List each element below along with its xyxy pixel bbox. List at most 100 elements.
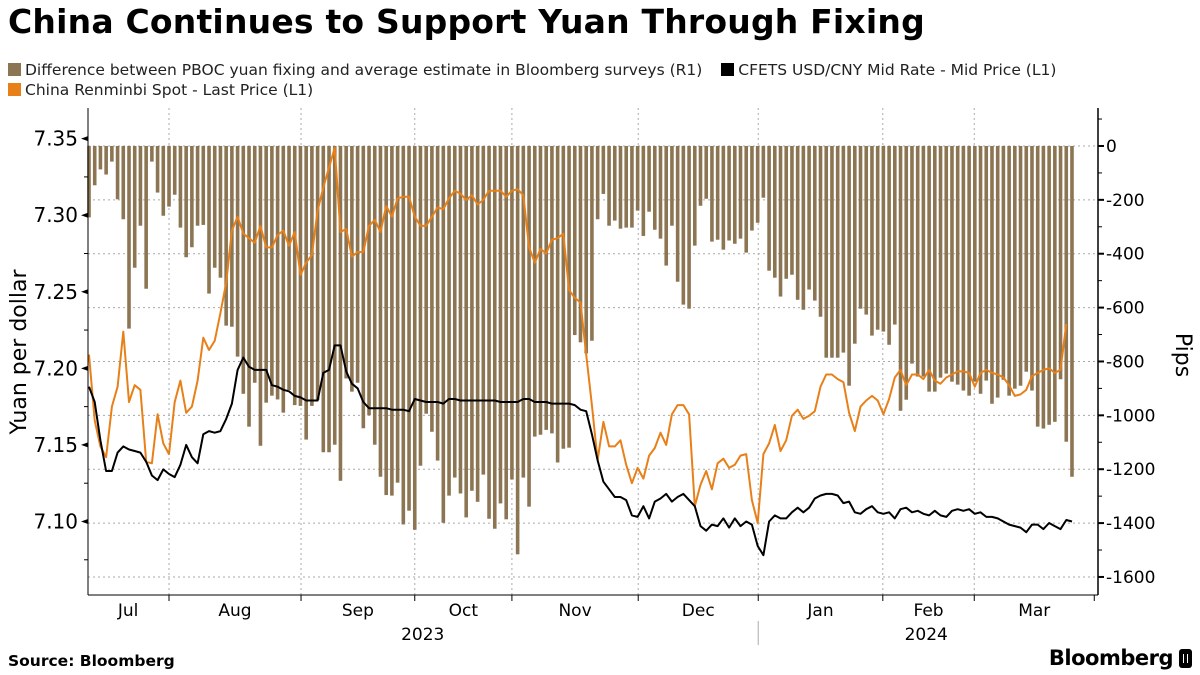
bar — [767, 145, 771, 271]
bar — [527, 145, 531, 507]
left-axis-tick-label: 7.20 — [33, 356, 78, 380]
legend: Difference between PBOC yuan fixing and … — [8, 60, 1070, 100]
bar — [870, 145, 874, 336]
bar — [292, 145, 297, 406]
bar — [104, 145, 108, 175]
line-series — [88, 146, 1073, 557]
bar — [904, 145, 909, 400]
bar — [927, 145, 931, 392]
right-axis-tick-label: -1200 — [1106, 460, 1155, 480]
bar — [372, 145, 377, 445]
bar — [121, 145, 126, 220]
bar — [281, 145, 286, 413]
x-axis-month-label: Feb — [913, 601, 943, 621]
left-axis-tick — [81, 365, 88, 371]
left-axis-tick-label: 7.35 — [33, 127, 78, 151]
bar — [515, 145, 520, 555]
bar — [235, 145, 240, 357]
bar — [321, 145, 326, 453]
bar — [304, 145, 308, 440]
bar — [498, 145, 503, 504]
bar — [921, 145, 926, 377]
bar — [898, 145, 903, 411]
bar — [452, 145, 457, 478]
bar — [561, 145, 566, 449]
x-axis-month-label: Mar — [1018, 601, 1050, 621]
bar — [807, 145, 811, 290]
bar — [218, 145, 223, 278]
bar — [195, 145, 200, 226]
bar — [470, 145, 474, 491]
bar — [853, 145, 857, 344]
x-axis-year-label: 2023 — [401, 625, 444, 645]
bar — [1001, 145, 1006, 380]
left-axis-tick-label: 7.10 — [33, 509, 78, 533]
bar — [98, 145, 103, 170]
left-axis-tick-label: 7.30 — [33, 203, 78, 227]
bar — [670, 145, 674, 226]
bar — [1007, 145, 1011, 396]
bar — [881, 145, 886, 332]
x-axis-month-label: Nov — [558, 601, 591, 621]
bar — [601, 145, 606, 194]
bar — [110, 145, 114, 162]
bar — [698, 145, 703, 206]
bar — [184, 145, 188, 258]
source-note: Source: Bloomberg — [8, 652, 175, 670]
bar — [710, 145, 714, 242]
bar — [864, 145, 869, 315]
right-axis-tick-label: -1000 — [1106, 406, 1155, 426]
bar — [801, 145, 806, 310]
bar — [795, 145, 800, 300]
bar — [984, 145, 989, 381]
bar-series-fixing-difference — [87, 145, 1074, 555]
bar — [790, 145, 794, 275]
left-axis-tick — [81, 136, 88, 142]
bar — [1047, 145, 1051, 425]
bar — [875, 145, 880, 330]
bar — [813, 145, 817, 301]
bar — [744, 145, 749, 253]
bar — [933, 145, 937, 392]
bar — [995, 145, 1000, 398]
right-axis-tick-label: -1400 — [1106, 514, 1155, 534]
bar — [475, 145, 480, 502]
bar — [132, 145, 137, 268]
bar — [298, 145, 303, 406]
bar — [435, 145, 440, 461]
bar — [835, 145, 840, 358]
bar — [978, 145, 983, 394]
bar — [1013, 145, 1017, 389]
axes: 0 -200 -400 -600 -800 -1000 -1200 -1400 -1600 7.1… — [33, 108, 1155, 645]
bar — [310, 145, 314, 406]
bar — [87, 145, 91, 218]
bar — [824, 145, 829, 358]
bar — [675, 145, 680, 282]
bar — [607, 145, 611, 226]
bar — [1035, 145, 1040, 427]
bar — [687, 145, 691, 309]
bar — [961, 145, 966, 391]
left-axis-title: Yuan per dollar — [7, 269, 32, 436]
bar — [247, 145, 251, 427]
bar — [1058, 145, 1063, 380]
bar — [755, 145, 760, 223]
bar — [390, 145, 394, 496]
bar — [572, 145, 577, 336]
bar — [161, 145, 166, 216]
bar — [544, 145, 548, 430]
bar — [350, 145, 354, 392]
bar — [612, 145, 617, 221]
bar — [270, 145, 274, 396]
x-axis-month-label: Jul — [117, 601, 139, 621]
bar — [841, 145, 846, 353]
x-axis-month-label: Dec — [682, 601, 715, 621]
bar — [550, 145, 554, 434]
bar — [355, 145, 360, 383]
bar — [424, 145, 428, 414]
bar — [893, 145, 897, 325]
right-axis-tick-label: -600 — [1106, 299, 1145, 319]
bar — [315, 145, 320, 400]
bar — [910, 145, 914, 364]
bar — [401, 145, 406, 525]
